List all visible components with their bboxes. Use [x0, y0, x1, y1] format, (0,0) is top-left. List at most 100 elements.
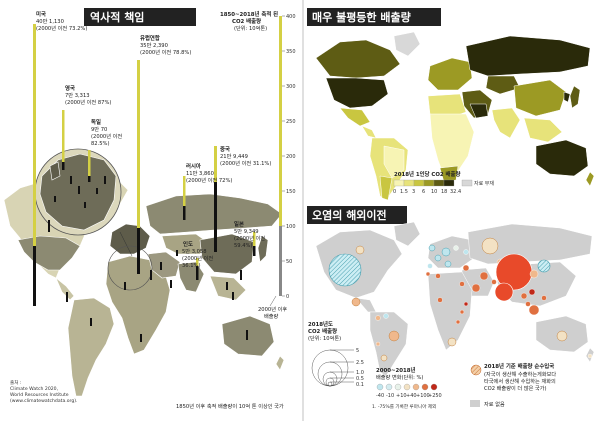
rt-russia — [465, 35, 591, 77]
change-tick-5: +250 — [428, 393, 442, 399]
bar-usa — [33, 24, 36, 246]
label-de-1: 9만 70 — [91, 125, 107, 133]
label-de-3: 82.5%) — [91, 141, 110, 147]
bubble-kenya — [459, 309, 465, 315]
left-japan — [257, 235, 269, 263]
label-ru-name: 러시아 — [186, 162, 201, 170]
left-title: 역사적 책임 — [90, 10, 144, 24]
bubble-vietnam — [528, 288, 536, 296]
bubble-thailand — [520, 292, 528, 300]
label-in-name: 인도 — [183, 240, 193, 248]
bubble-indonesia — [528, 304, 540, 316]
left-new-zealand — [275, 355, 285, 371]
label-jp-name: 일본 — [234, 220, 244, 228]
no-data-swatch — [470, 400, 480, 407]
left-scale: 1850~2018년 축적 된 CO2 배출량 (단위: 10억톤) 400 3… — [220, 10, 296, 320]
scale-bar-top — [279, 16, 282, 226]
bubble-spain — [427, 263, 433, 269]
size-title-3: (단위: 10억톤) — [308, 334, 341, 342]
label-in-1: 5만 3,058 — [182, 247, 207, 255]
pc-tick-6: 32.4 — [450, 189, 461, 195]
bubble-iran — [479, 271, 489, 281]
source-2: Climate Watch 2020, — [10, 386, 59, 392]
label-cn-name: 중국 — [220, 145, 230, 153]
rb-greenland — [393, 221, 421, 247]
label-de-2: (2000년 이전 — [91, 132, 122, 140]
small-bars — [48, 176, 248, 342]
pc-legend-title: 2018년 1인당 CO2 배출량 — [394, 170, 460, 178]
bubble-italy — [444, 260, 452, 268]
label-cn-2: (2000년 이전 31.1%) — [220, 159, 271, 167]
tick-150: 150 — [286, 189, 296, 195]
rt-argentina — [379, 175, 393, 201]
net-desc-3: CO2 배출량이 더 많은 국가) — [484, 384, 547, 392]
bar-india — [196, 258, 199, 266]
left-bars — [33, 24, 256, 342]
bubble-turkey — [462, 264, 470, 272]
bubble-mexico — [351, 297, 361, 307]
rt-korea — [563, 91, 571, 103]
bubble-brazil — [388, 330, 400, 342]
right-top-panel: 매우 불평등한 배출량 2018년 — [307, 8, 595, 201]
change-tick-4: +100 — [416, 393, 430, 399]
label-jp-1: 5만 9,349 — [234, 227, 259, 235]
pc-tick-0: 0 — [393, 189, 396, 195]
left-china — [199, 233, 255, 275]
size-tick-5: 5 — [356, 348, 359, 354]
right-top-title: 매우 불평등한 배출량 — [312, 10, 411, 24]
per-capita-map — [315, 31, 595, 201]
label-jp-3: 59.4%) — [234, 243, 253, 249]
pc-tick-5: 18 — [441, 189, 447, 195]
rt-canada — [315, 39, 401, 79]
tick-100: 100 — [286, 224, 296, 230]
size-tick-0-1: 0.1 — [356, 382, 364, 388]
change-tick-1: -10 — [386, 393, 394, 399]
bubble-venezuela — [383, 313, 389, 319]
bubble-morocco — [425, 271, 431, 277]
bubble-saudi — [471, 283, 481, 293]
change-legend-circles — [376, 383, 438, 391]
rt-nz — [585, 171, 595, 187]
scale-title-3: (단위: 10억톤) — [234, 24, 267, 32]
scale-title-2: CO2 배출량 — [232, 17, 261, 25]
bubble-philippines — [541, 295, 547, 301]
tick-250: 250 — [286, 119, 296, 125]
bubble-colombia — [375, 315, 381, 321]
no-data-label: 자료 없음 — [484, 400, 505, 408]
bar-india-post2000 — [196, 266, 199, 280]
label-jp-2: (2000년 이전 — [234, 234, 265, 242]
rt-se-asia — [523, 117, 563, 143]
bar-russia-post2000 — [183, 206, 186, 220]
change-tick-3: +40 — [406, 393, 417, 399]
change-title-2: 배출량 변화(단위: %) — [376, 373, 423, 381]
rt-south-africa — [439, 165, 459, 183]
scale-note-1: 2000년 이후 — [258, 305, 287, 313]
bubble-korea — [529, 269, 539, 279]
rb-russia — [467, 223, 593, 265]
right-bottom-title: 오염의 해외이전 — [312, 208, 387, 222]
scale-bar-bottom — [279, 226, 282, 296]
source-4: (www.climatewatchdata.org). — [10, 398, 78, 404]
bar-china — [214, 146, 217, 182]
bubble-nz — [587, 353, 593, 359]
pc-tick-1: 1.5 — [400, 189, 408, 195]
bar-uk — [62, 110, 65, 162]
change-tick-0: -40 — [376, 393, 384, 399]
label-in-3: 36.1%) — [182, 263, 201, 269]
rb-south-am — [369, 311, 409, 377]
bubble-india — [494, 282, 514, 302]
bar-japan-post2000 — [253, 246, 256, 256]
change-tick-2: +10 — [396, 393, 407, 399]
tick-200: 200 — [286, 154, 296, 160]
tick-50: 50 — [286, 259, 292, 265]
rt-india — [491, 107, 521, 139]
net-title: 2018년 기준 배출량 순수입국 — [484, 362, 554, 370]
pc-no-data: 자료 부재 — [474, 180, 494, 187]
bubble-chile — [375, 341, 381, 347]
bubble-tanzania — [455, 319, 461, 325]
scale-ticks — [282, 15, 285, 297]
bubble-south-africa — [447, 337, 457, 347]
europe-zoom-uk — [49, 161, 61, 181]
label-cn-1: 21만 9,449 — [220, 152, 248, 160]
